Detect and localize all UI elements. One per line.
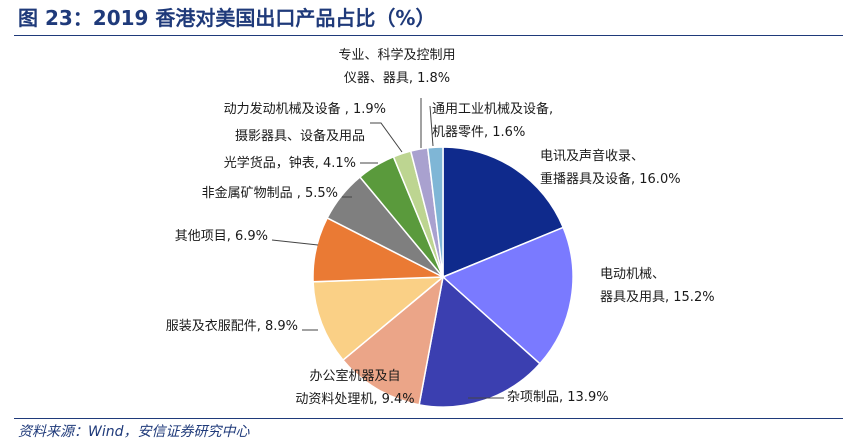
pie-slice-3 bbox=[418, 275, 541, 408]
figure-title: 图 23：2019 香港对美国出口产品占比（%） bbox=[18, 6, 436, 30]
slice-label-10: 动力发动机械及设备 , 1.9% bbox=[224, 101, 386, 117]
pie-slice-5 bbox=[312, 276, 446, 362]
slice-label-3: 杂项制品, 13.9% bbox=[507, 390, 609, 405]
slice-label-5: 服装及衣服配件, 8.9% bbox=[166, 318, 298, 334]
slice-label-2: 电动机械、器具及用具, 15.2% bbox=[600, 267, 715, 305]
leader-line-6 bbox=[271, 239, 319, 246]
slice-label-7: 非金属矿物制品 , 5.5% bbox=[202, 185, 338, 201]
slice-label-4: 办公室机器及自动资料处理机, 9.4% bbox=[295, 368, 414, 407]
pie-slice-2 bbox=[441, 226, 574, 365]
footer-divider bbox=[14, 418, 843, 419]
leader-line-12 bbox=[429, 105, 434, 147]
slice-label-12: 通用工业机械及设备,机器零件, 1.6% bbox=[432, 101, 553, 140]
pie-slice-12 bbox=[426, 146, 444, 278]
title-divider bbox=[14, 35, 843, 36]
leader-line-10 bbox=[370, 122, 403, 153]
pie-slice-4 bbox=[341, 275, 445, 406]
slice-label-8: 光学货品，钟表, 4.1% bbox=[224, 155, 356, 171]
slice-label-9: 摄影器具、设备及用品 bbox=[235, 128, 365, 144]
source-note: 资料来源：Wind，安信证券研究中心 bbox=[18, 424, 250, 440]
pie-slice-1 bbox=[442, 146, 565, 279]
slice-label-11: 专业、科学及控制用仪器、器具, 1.8% bbox=[338, 47, 455, 86]
slice-label-6: 其他项目, 6.9% bbox=[175, 229, 268, 244]
slice-label-1: 电讯及声音收录、重播器具及设备, 16.0% bbox=[540, 148, 681, 187]
